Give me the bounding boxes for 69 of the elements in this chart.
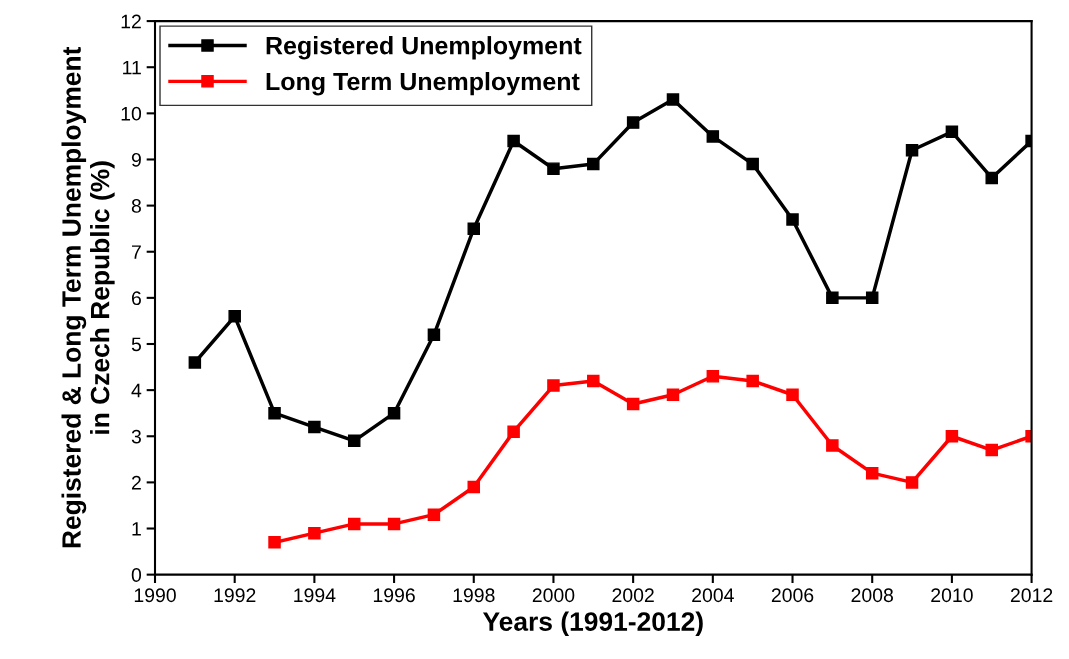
legend-label: Long Term Unemployment <box>266 72 580 96</box>
point <box>308 526 321 540</box>
x-tick-label: 1990 <box>134 588 176 603</box>
point <box>666 93 680 106</box>
y-tick-label: 0 <box>131 568 142 582</box>
x-tick-label: 2010 <box>931 588 973 603</box>
y-tick-label: 9 <box>131 152 141 167</box>
point <box>268 536 281 549</box>
point <box>587 157 600 171</box>
point <box>706 370 720 383</box>
point <box>507 134 520 148</box>
x-tick-label: 1994 <box>294 588 336 603</box>
y-tick-label: 1 <box>132 522 141 536</box>
point <box>985 171 998 185</box>
y-tick-label: 7 <box>131 245 141 259</box>
point <box>427 328 441 342</box>
point <box>347 434 361 448</box>
y-tick-label: 10 <box>121 106 142 121</box>
point <box>746 374 759 388</box>
point <box>467 222 481 235</box>
point <box>905 476 919 489</box>
point <box>228 310 241 323</box>
point <box>547 162 560 175</box>
point <box>587 374 600 388</box>
point <box>666 388 680 401</box>
point <box>706 130 720 143</box>
point <box>985 443 998 457</box>
y-tick-label: 8 <box>131 199 141 213</box>
point <box>945 430 959 443</box>
y-tick-label: 4 <box>131 383 142 398</box>
y-tick-label: 12 <box>121 14 141 29</box>
point <box>467 480 481 494</box>
x-tick-label: 2002 <box>612 588 654 603</box>
x-tick-label: 2006 <box>771 588 814 603</box>
y-tick-label: 2 <box>131 475 141 490</box>
x-tick-label: 2008 <box>851 588 893 603</box>
point <box>347 517 361 531</box>
point <box>826 439 839 452</box>
point <box>786 213 799 226</box>
y-tick-label: 11 <box>123 60 141 75</box>
x-tick-label: 1992 <box>214 588 256 603</box>
point <box>507 425 520 438</box>
y-axis-title: Registered & Long Term Unemployment in Czech Republic (%) <box>61 46 115 548</box>
x-axis-title: Years (1991-2012) <box>482 611 703 637</box>
point <box>387 406 401 420</box>
point <box>905 144 919 157</box>
y-tick-label: 5 <box>131 337 141 352</box>
y-tick-label: 3 <box>131 429 141 444</box>
x-tick-label: 1998 <box>453 588 495 603</box>
point <box>826 291 839 305</box>
point <box>427 508 441 521</box>
point <box>746 157 759 171</box>
point <box>865 291 879 305</box>
point <box>945 125 959 139</box>
x-tick-label: 2012 <box>1010 588 1053 603</box>
point <box>268 406 281 420</box>
point <box>308 420 321 434</box>
point <box>188 356 202 369</box>
point <box>626 397 640 411</box>
point <box>865 466 879 480</box>
legend-label: Registered Unemployment <box>266 36 582 60</box>
y-tick-label: 6 <box>131 291 141 306</box>
point <box>786 388 799 401</box>
x-tick-label: 2000 <box>532 588 575 603</box>
point <box>547 379 560 392</box>
x-tick-label: 2004 <box>692 588 734 603</box>
point <box>387 517 401 531</box>
x-tick-label: 1996 <box>373 588 415 603</box>
point <box>626 116 640 129</box>
